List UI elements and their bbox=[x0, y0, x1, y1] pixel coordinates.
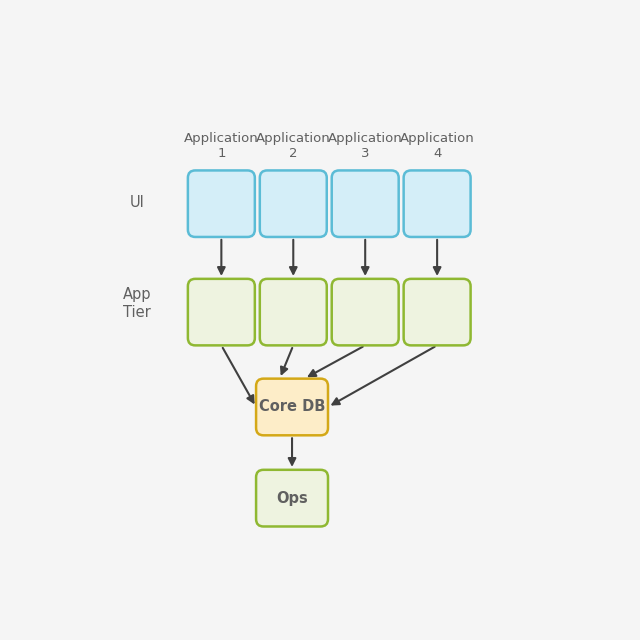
Text: Application
3: Application 3 bbox=[328, 132, 403, 159]
Text: Ops: Ops bbox=[276, 491, 308, 506]
FancyBboxPatch shape bbox=[404, 170, 470, 237]
Text: Application
1: Application 1 bbox=[184, 132, 259, 159]
FancyBboxPatch shape bbox=[404, 279, 470, 346]
FancyBboxPatch shape bbox=[332, 170, 399, 237]
FancyBboxPatch shape bbox=[260, 279, 327, 346]
FancyBboxPatch shape bbox=[188, 170, 255, 237]
Text: Core DB: Core DB bbox=[259, 399, 325, 415]
FancyBboxPatch shape bbox=[256, 470, 328, 527]
FancyBboxPatch shape bbox=[256, 379, 328, 435]
Text: Application
2: Application 2 bbox=[256, 132, 331, 159]
FancyBboxPatch shape bbox=[332, 279, 399, 346]
Text: App
Tier: App Tier bbox=[123, 287, 151, 320]
Text: Application
4: Application 4 bbox=[400, 132, 474, 159]
FancyBboxPatch shape bbox=[260, 170, 327, 237]
FancyBboxPatch shape bbox=[188, 279, 255, 346]
Text: UI: UI bbox=[130, 195, 145, 210]
